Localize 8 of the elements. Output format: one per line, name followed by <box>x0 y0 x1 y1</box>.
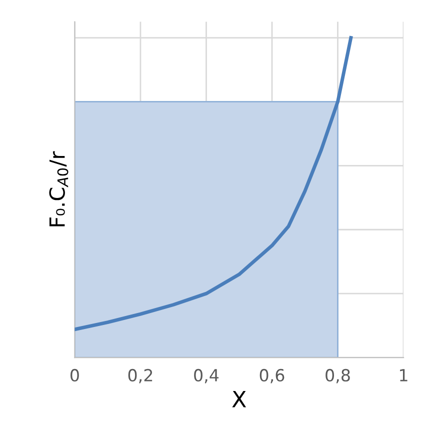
y-axis-title: F₀.C$_{A0}$/r <box>49 151 68 226</box>
x-tick-label: 0,2 <box>128 368 152 384</box>
x-tick-label: 0,4 <box>194 368 219 384</box>
x-axis-title: X <box>232 391 246 408</box>
x-tick-label: 0 <box>70 368 79 382</box>
x-tick-label: 0,8 <box>326 368 350 384</box>
x-tick-label: 0,6 <box>260 368 284 384</box>
x-tick-label: 1 <box>400 369 408 382</box>
